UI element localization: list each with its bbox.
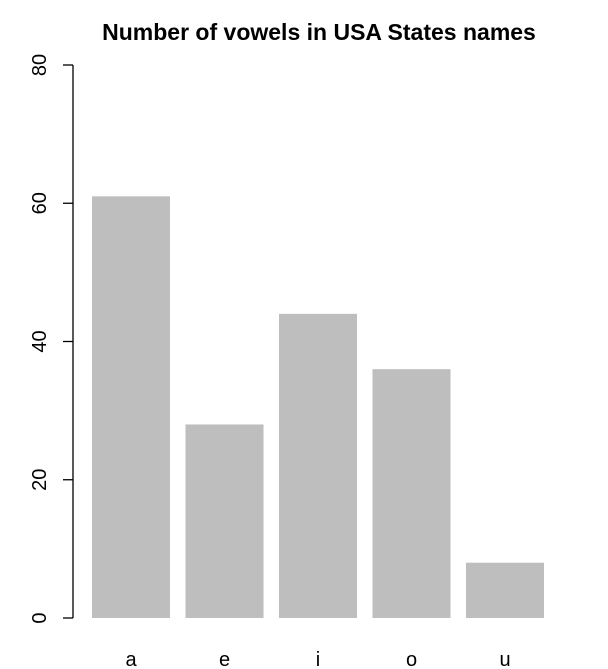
y-tick-label: 60: [29, 192, 51, 214]
chart-title: Number of vowels in USA States names: [102, 19, 536, 45]
y-tick-label: 0: [29, 612, 51, 623]
x-category-label: e: [219, 649, 230, 669]
bar-u: [466, 562, 544, 618]
x-category-label: o: [406, 649, 417, 669]
bar-e: [185, 424, 264, 618]
bar-o: [372, 369, 451, 618]
y-axis: 0 20 40 60 80: [29, 54, 74, 624]
x-category-label: u: [499, 649, 510, 669]
bar-a: [92, 196, 170, 618]
x-category-label: i: [316, 649, 320, 669]
bars: [92, 196, 544, 618]
y-tick-label: 80: [29, 54, 51, 76]
x-category-label: a: [125, 649, 137, 669]
bar-i: [279, 313, 357, 618]
y-tick-label: 20: [29, 469, 51, 491]
y-tick-label: 40: [29, 330, 51, 352]
